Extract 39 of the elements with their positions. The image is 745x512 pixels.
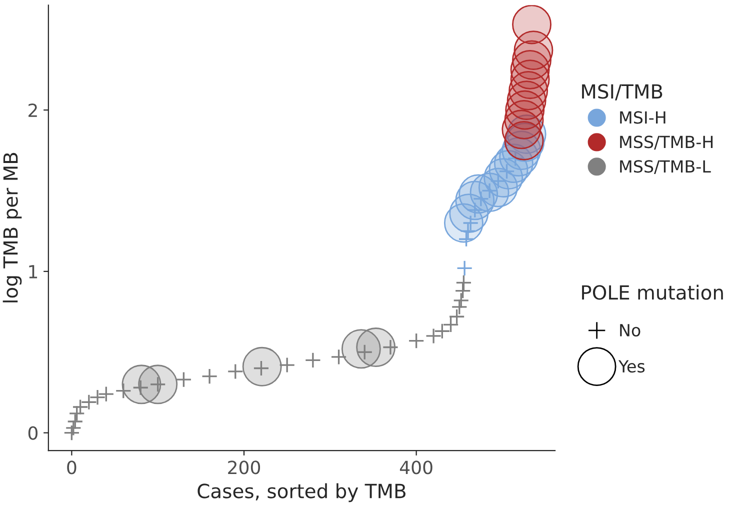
point (64, 424, 80, 441)
point (452, 292, 470, 309)
y-tick-label: 1 (29, 265, 38, 278)
x-tick-label: 200 (228, 460, 260, 474)
point (176, 371, 192, 388)
point (456, 260, 473, 276)
x-tick-label: 400 (400, 460, 432, 474)
point (138, 364, 178, 404)
point (67, 413, 84, 430)
legend-title: MSI/TMB (582, 84, 662, 100)
x-axis-title: Cases, sorted by TMB (198, 483, 406, 502)
point (242, 346, 282, 386)
point (456, 274, 472, 291)
point (454, 282, 471, 299)
point (278, 356, 296, 374)
legend-label: MSS/TMB-H (620, 136, 713, 150)
point (330, 348, 347, 366)
point (304, 352, 322, 368)
point (451, 298, 468, 316)
point (458, 231, 474, 248)
y-axis-title: log TMB per MB (2, 152, 22, 302)
legend-label: MSS/TMB-L (620, 160, 711, 174)
text: No (620, 324, 640, 336)
point (512, 5, 552, 44)
point (227, 363, 244, 380)
point (115, 382, 132, 399)
y-tick-label: 2 (28, 103, 37, 117)
legend-label: MSI-H (620, 111, 666, 124)
point (98, 386, 114, 402)
x-tick-label: 0 (67, 460, 76, 474)
text: POLE mutation (582, 284, 723, 300)
point (382, 339, 399, 356)
point (65, 420, 82, 436)
point (201, 368, 218, 384)
point (408, 332, 424, 349)
point (356, 328, 396, 367)
text: Yes (618, 360, 645, 373)
y-tick-label: 0 (28, 426, 38, 440)
point (68, 405, 85, 422)
